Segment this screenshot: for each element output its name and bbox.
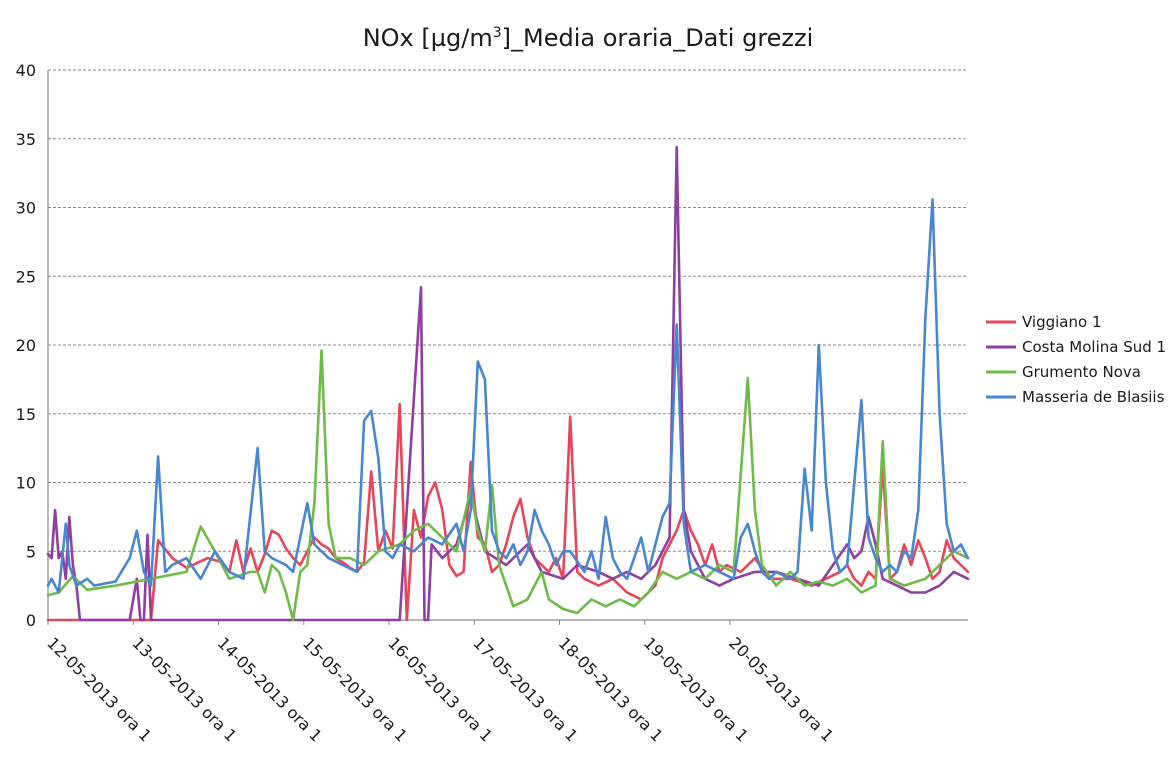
chart-title-rest: ]_Media oraria_Dati grezzi — [502, 24, 814, 52]
legend-label: Viggiano 1 — [1022, 313, 1102, 331]
chart-title: NOx [µg/m3]_Media oraria_Dati grezzi — [363, 24, 814, 52]
y-tick-label: 35 — [16, 130, 36, 149]
chart-title-main: NOx [µg/m — [363, 24, 493, 52]
y-tick-label: 25 — [16, 267, 36, 286]
gridlines — [48, 69, 968, 552]
y-tick-label: 20 — [16, 336, 36, 355]
legend-label: Grumento Nova — [1022, 363, 1141, 381]
y-tick-label: 10 — [16, 474, 36, 493]
chart-title-sup: 3 — [493, 25, 502, 41]
series-line-2 — [46, 145, 970, 622]
series-line-4 — [46, 198, 970, 594]
series-lines — [46, 145, 970, 622]
legend-label: Masseria de Blasiis — [1022, 388, 1165, 406]
y-tick-label: 15 — [16, 405, 36, 424]
y-tick-label: 40 — [16, 61, 36, 80]
series-line-3 — [46, 349, 970, 622]
legend-label: Costa Molina Sud 1 — [1022, 338, 1166, 356]
y-tick-label: 5 — [26, 542, 36, 561]
legend: Viggiano 1 Costa Molina Sud 1 Grumento Nov… — [986, 313, 1166, 406]
y-tick-label: 30 — [16, 199, 36, 218]
y-tick-label: 0 — [26, 611, 36, 630]
